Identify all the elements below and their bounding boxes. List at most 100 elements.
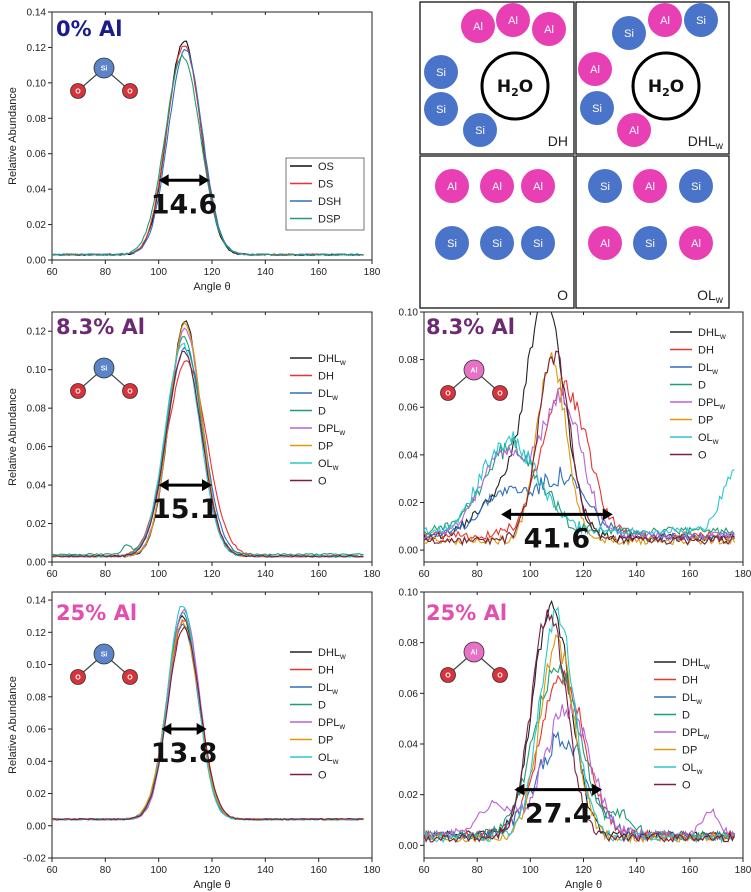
y-tick-label: 0.14 xyxy=(27,596,47,607)
si-disk xyxy=(684,3,718,37)
legend-subscript-DPLw: w xyxy=(338,428,345,437)
water-o: O xyxy=(670,77,684,97)
disk-label: Al xyxy=(600,238,610,250)
width-arrow-head-left xyxy=(514,783,525,796)
x-tick-label: 60 xyxy=(418,569,430,580)
legend-label-OLw: OLw xyxy=(318,458,339,472)
legend-label-DSP: DSP xyxy=(318,214,341,226)
y-tick-label: 0.00 xyxy=(399,546,419,557)
oxygen-atom-1 xyxy=(122,669,138,685)
x-axis-label: Angle θ xyxy=(193,281,230,293)
legend-subscript-DHLw: w xyxy=(339,358,346,367)
disk-label: Al xyxy=(508,15,518,27)
schematic-box-O: Al Al Al Si Si Si O xyxy=(419,155,575,309)
oxygen-atom-0 xyxy=(70,669,86,685)
x-tick-label: 120 xyxy=(575,569,592,580)
disk-label: Si xyxy=(691,181,701,193)
disk-label: Si xyxy=(533,238,543,250)
width-arrow-head-right xyxy=(199,174,210,187)
series-line-O xyxy=(52,350,364,558)
x-tick-label: 140 xyxy=(628,865,645,876)
disk-label: Al xyxy=(447,181,457,193)
legend-label-DHLw: DHLw xyxy=(318,647,346,661)
center-atom-label: Si xyxy=(101,66,108,73)
y-tick-label: 0.04 xyxy=(27,481,47,492)
x-tick-label: 120 xyxy=(204,569,221,580)
disk-label: Al xyxy=(492,181,502,193)
disk-label: Si xyxy=(492,238,502,250)
x-tick-label: 80 xyxy=(472,865,484,876)
legend-label-DP: DP xyxy=(318,441,333,453)
legend-subscript-DPLw: w xyxy=(702,732,709,741)
legend-label-DSH: DSH xyxy=(318,196,341,208)
disk-label: Al xyxy=(473,21,483,33)
x-tick-label: 180 xyxy=(735,865,751,876)
legend-subscript-DLw: w xyxy=(331,687,338,696)
al-disk xyxy=(461,9,495,43)
series-line-DPLw xyxy=(424,387,736,541)
legend-label-OLw: OLw xyxy=(682,762,703,776)
x-tick-label: 100 xyxy=(150,569,167,580)
legend-label-D: D xyxy=(318,700,326,712)
oxygen-atom-label: O xyxy=(445,391,451,398)
x-tick-label: 100 xyxy=(150,267,167,278)
width-arrow-head-right xyxy=(592,783,603,796)
series-line-O xyxy=(424,350,735,547)
x-tick-label: 140 xyxy=(628,569,645,580)
si-disk xyxy=(679,169,713,203)
center-atom-al xyxy=(463,641,485,663)
y-tick-label: 0.00 xyxy=(27,256,47,267)
y-tick-label: 0.02 xyxy=(27,789,47,800)
legend-subscript-OLw: w xyxy=(696,767,703,776)
legend-subscript-DPLw: w xyxy=(338,722,345,731)
center-atom-al xyxy=(463,359,485,381)
legend-label-DP: DP xyxy=(698,415,713,427)
y-tick-label: 0.10 xyxy=(27,78,47,89)
legend-label-O: O xyxy=(318,770,327,782)
oxygen-atom-0 xyxy=(440,385,456,401)
x-tick-label: 120 xyxy=(575,865,592,876)
y-tick-label: 0.00 xyxy=(399,841,419,852)
al-disk xyxy=(578,52,612,86)
legend-label-DH: DH xyxy=(682,675,698,687)
legend-label-DPLw: DPLw xyxy=(318,717,345,731)
oxygen-atom-1 xyxy=(492,385,508,401)
series-line-O xyxy=(52,625,364,821)
y-tick-label: 0.12 xyxy=(27,628,47,639)
legend-label-O: O xyxy=(682,780,691,792)
water-cavity xyxy=(631,51,701,121)
x-tick-label: 160 xyxy=(310,865,327,876)
oxygen-atom-label: O xyxy=(497,673,503,680)
y-tick-label: 0.08 xyxy=(27,404,47,415)
x-tick-label: 100 xyxy=(150,865,167,876)
y-tick-label: 0.06 xyxy=(27,149,47,160)
disk-label: Al xyxy=(590,64,600,76)
width-arrow-head-left xyxy=(158,479,169,492)
y-tick-label: 0.12 xyxy=(27,327,47,338)
oxygen-atom-label: O xyxy=(127,89,133,96)
panel-title: 25% Al xyxy=(426,601,507,625)
legend-label-DH: DH xyxy=(698,345,714,357)
y-tick-label: 0.02 xyxy=(399,498,419,509)
legend-label-DHLw: DHLw xyxy=(698,327,726,341)
center-atom-si xyxy=(93,57,115,79)
disk-label: Si xyxy=(645,238,655,250)
x-tick-label: 80 xyxy=(100,569,112,580)
width-annotation: 27.4 xyxy=(525,799,592,830)
x-tick-label: 80 xyxy=(100,865,112,876)
y-tick-label: 0.04 xyxy=(399,450,419,461)
legend-label-DLw: DLw xyxy=(698,362,718,376)
x-tick-label: 120 xyxy=(204,865,221,876)
oxygen-atom-label: O xyxy=(127,389,133,396)
center-atom-si xyxy=(93,643,115,665)
disk-label: Al xyxy=(544,24,554,36)
legend-label-DHLw: DHLw xyxy=(318,353,346,367)
x-tick-label: 180 xyxy=(364,569,381,580)
y-tick-label: 0.02 xyxy=(399,790,419,801)
width-arrow-head-left xyxy=(161,723,172,736)
oxygen-atom-label: O xyxy=(497,391,503,398)
si-disk xyxy=(612,16,646,50)
y-tick-label: 0.06 xyxy=(27,442,47,453)
